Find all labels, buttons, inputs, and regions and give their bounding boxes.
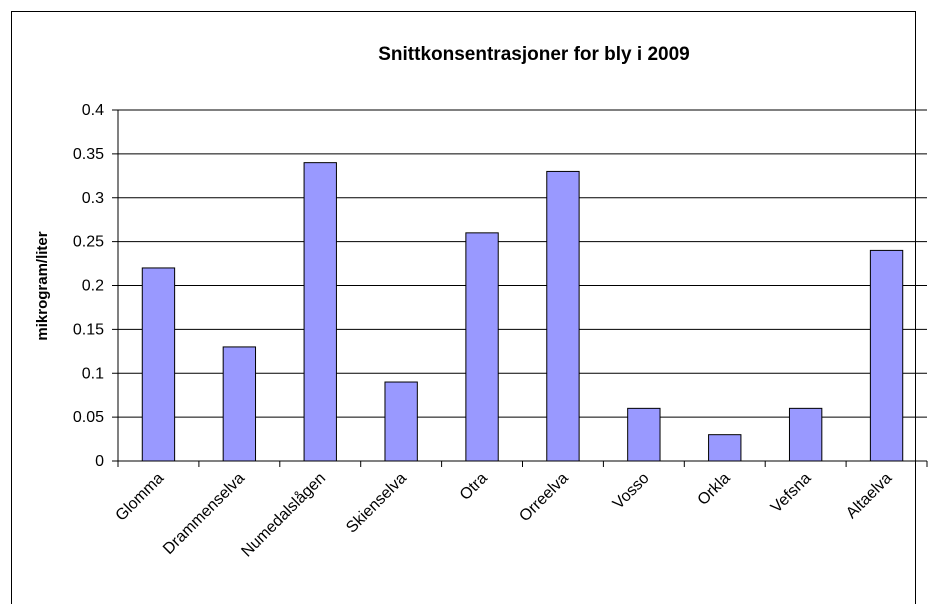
x-tick-label: Skienselva [343, 470, 410, 537]
y-tick-label: 0.2 [82, 278, 104, 295]
x-tick-label: Drammenselva [160, 470, 248, 558]
x-tick-label: Numedalslågen [238, 469, 329, 560]
y-tick-label: 0.25 [73, 234, 104, 251]
bars [141, 162, 904, 462]
x-tick-label: Orkla [695, 470, 734, 509]
y-axis-label: mikrogram/liter [34, 231, 51, 340]
y-tick-label: 0.3 [82, 190, 104, 207]
x-tick-label: Otra [457, 470, 491, 504]
bar-skienselva [384, 381, 418, 462]
x-tick-label: Altaelva [843, 470, 895, 522]
chart-title: Snittkonsentrasjoner for bly i 2009 [378, 44, 689, 65]
y-tick-label: 0.15 [73, 321, 104, 338]
bar-glomma [141, 267, 176, 462]
bar-orkla [708, 434, 742, 462]
y-tick-label: 0.35 [73, 146, 104, 163]
bar-altaelva [869, 249, 904, 462]
y-tick-label: 0 [95, 453, 104, 470]
x-tick-label: Orreelva [516, 470, 571, 525]
y-tick-labels: 0 0.05 0.1 0.15 0.2 0.25 0.3 0.35 0.4 [73, 102, 104, 470]
x-tick-label: Glomma [113, 470, 168, 525]
x-tick-label: Vosso [610, 470, 653, 513]
bar-orreelva [546, 170, 580, 462]
bar-vefsna [788, 407, 823, 462]
y-tick-label: 0.1 [82, 365, 104, 382]
bar-vosso [627, 407, 661, 462]
bar-drammenselva [222, 346, 257, 462]
bar-otra [465, 232, 499, 462]
y-tick-label: 0.05 [73, 409, 104, 426]
bar-numedalsl-gen [303, 162, 337, 462]
axes [112, 109, 928, 467]
x-tick-label: Vefsna [768, 470, 815, 517]
y-tick-label: 0.4 [82, 102, 104, 119]
